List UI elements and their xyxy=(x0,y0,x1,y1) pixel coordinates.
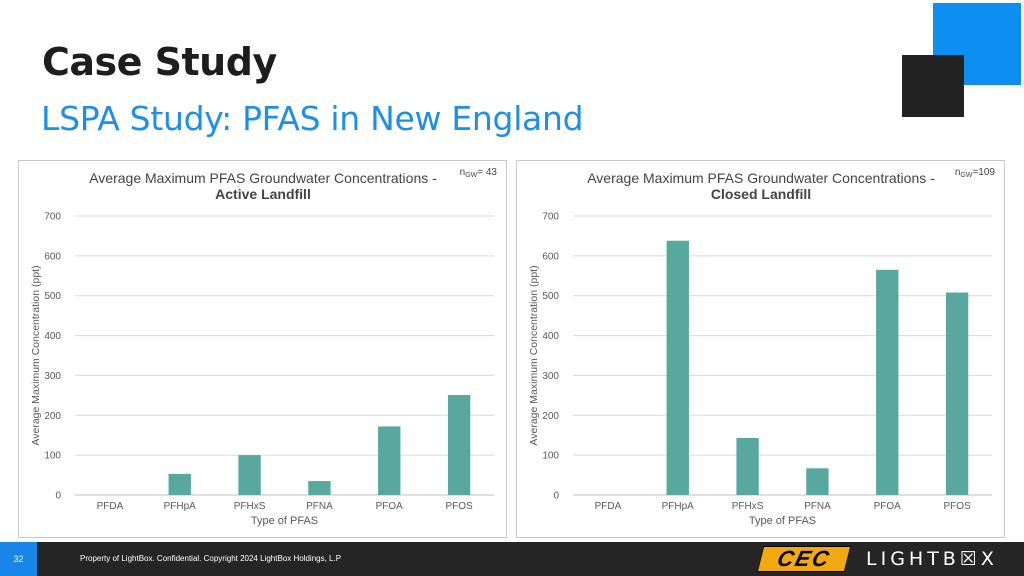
y-tick-label: 0 xyxy=(553,491,559,502)
sample-count-prefix: n xyxy=(955,167,961,178)
cec-logo-text: CEC xyxy=(774,546,834,571)
footer-bar: 32 Property of LightBox. Confidential. C… xyxy=(0,542,1024,576)
y-tick-label: 300 xyxy=(542,371,559,382)
chart-title-line1: Average Maximum PFAS Groundwater Concent… xyxy=(89,170,437,186)
y-tick-label: 300 xyxy=(44,371,61,382)
y-tick-label: 700 xyxy=(542,212,559,223)
chart-svg: Average Maximum PFAS Groundwater Concent… xyxy=(30,167,498,527)
lightbox-logo: LIGHTB☒X xyxy=(866,548,998,570)
sample-count-label: nGW= 43 xyxy=(460,167,498,179)
y-tick-label: 500 xyxy=(44,291,61,302)
chart-title-line2: Closed Landfill xyxy=(711,186,811,202)
y-tick-label: 700 xyxy=(44,212,61,223)
bar-pfhxs xyxy=(736,438,759,495)
bar-pfos xyxy=(447,394,471,495)
sample-count-label: nGW=109 xyxy=(955,167,996,179)
sample-count-subscript: GW xyxy=(960,172,972,179)
chart-title-line1: Average Maximum PFAS Groundwater Concent… xyxy=(587,170,935,186)
slide-title: Case Study xyxy=(42,40,277,84)
x-tick-label: PFOS xyxy=(943,501,971,512)
bar-pfhpa xyxy=(666,240,689,495)
decorative-black-square xyxy=(902,55,964,117)
x-tick-label: PFNA xyxy=(804,501,831,512)
bar-pfoa xyxy=(378,426,401,495)
bar-pfos xyxy=(945,292,969,495)
sample-count-value: =109 xyxy=(972,167,995,178)
x-axis-label: Type of PFAS xyxy=(749,515,816,527)
y-tick-label: 200 xyxy=(542,411,559,422)
y-tick-label: 600 xyxy=(44,251,61,262)
y-tick-label: 400 xyxy=(542,331,559,342)
x-tick-label: PFOA xyxy=(376,501,404,512)
chart-closed-landfill: Average Maximum PFAS Groundwater Concent… xyxy=(516,160,1005,538)
x-tick-label: PFDA xyxy=(595,501,622,512)
y-axis-label: Average Maximum Concentration (ppt) xyxy=(528,265,540,445)
sample-count-prefix: n xyxy=(460,167,466,178)
slide-subtitle: LSPA Study: PFAS in New England xyxy=(41,99,584,138)
x-tick-label: PFHpA xyxy=(662,501,695,512)
x-tick-label: PFOA xyxy=(874,501,902,512)
bar-pfoa xyxy=(876,269,899,495)
sample-count-value: = 43 xyxy=(477,167,497,178)
chart-svg: Average Maximum PFAS Groundwater Concent… xyxy=(528,167,996,527)
bar-pfna xyxy=(308,481,331,495)
x-tick-label: PFHpA xyxy=(164,501,197,512)
chart-title-line2: Active Landfill xyxy=(215,186,311,202)
y-tick-label: 600 xyxy=(542,251,559,262)
y-axis-label: Average Maximum Concentration (ppt) xyxy=(30,265,42,445)
y-tick-label: 100 xyxy=(44,451,61,462)
x-tick-label: PFNA xyxy=(306,501,333,512)
bar-pfna xyxy=(806,468,829,495)
bar-pfhxs xyxy=(238,455,261,495)
y-tick-label: 100 xyxy=(542,451,559,462)
cec-logo: CEC xyxy=(756,546,852,572)
page-number: 32 xyxy=(0,542,37,576)
y-tick-label: 400 xyxy=(44,331,61,342)
y-tick-label: 500 xyxy=(542,291,559,302)
bar-pfhpa xyxy=(168,473,191,495)
y-tick-label: 0 xyxy=(55,491,61,502)
x-axis-label: Type of PFAS xyxy=(251,515,318,527)
chart-active-landfill: Average Maximum PFAS Groundwater Concent… xyxy=(18,160,507,538)
x-tick-label: PFOS xyxy=(445,501,473,512)
x-tick-label: PFHxS xyxy=(234,501,266,512)
confidential-notice: Property of LightBox. Confidential. Copy… xyxy=(80,554,342,563)
x-tick-label: PFDA xyxy=(97,501,124,512)
y-tick-label: 200 xyxy=(44,411,61,422)
x-tick-label: PFHxS xyxy=(732,501,764,512)
sample-count-subscript: GW xyxy=(465,172,477,179)
